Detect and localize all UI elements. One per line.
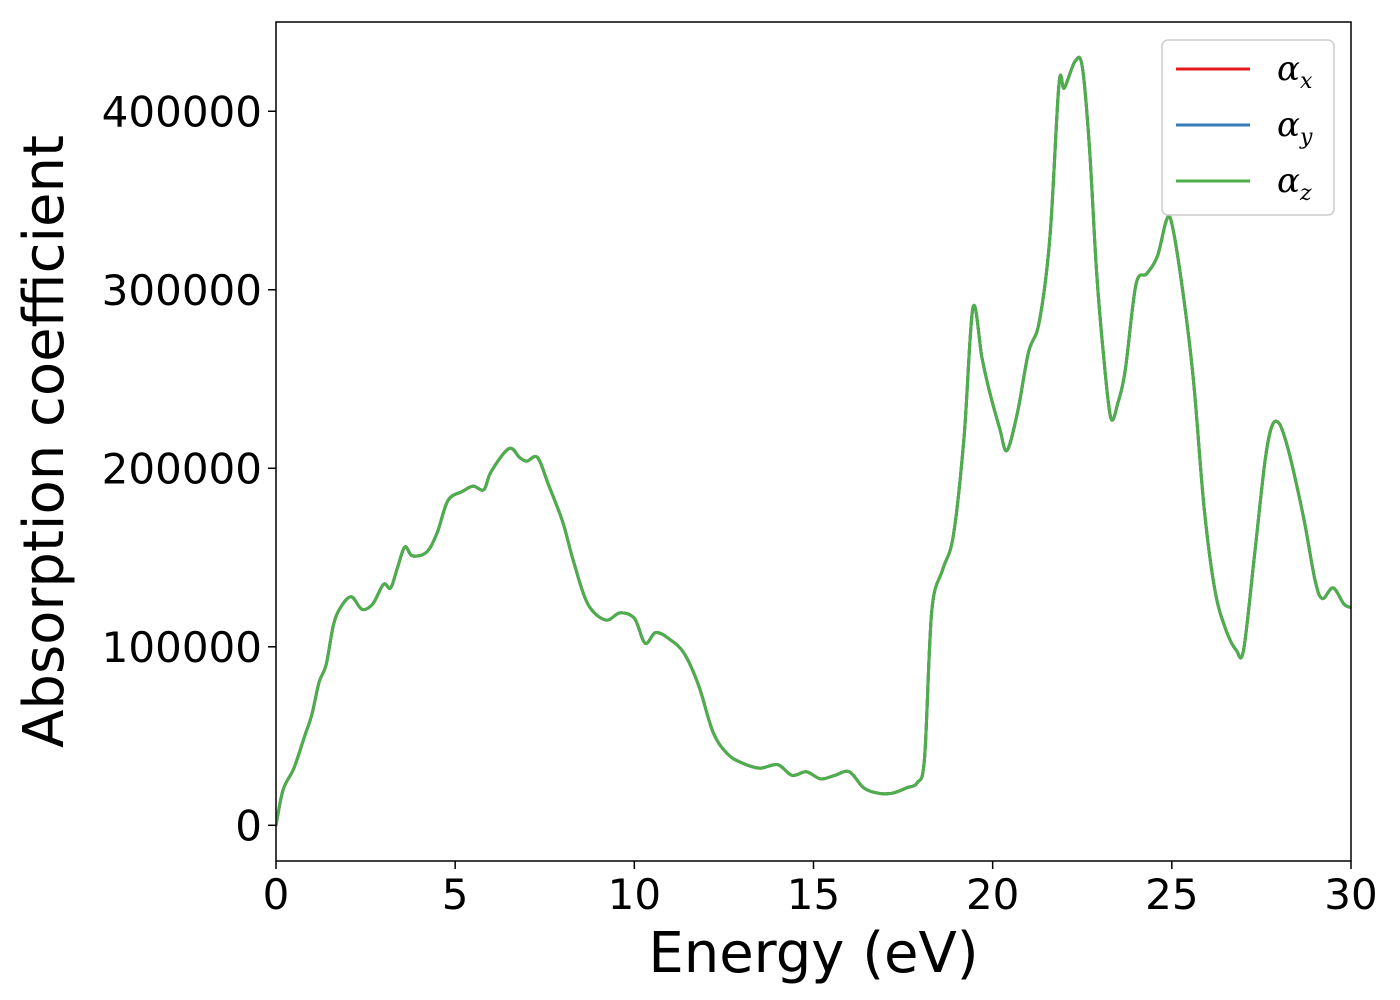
x-tick-label: 20 [966, 870, 1019, 919]
y-axis-label: Absorption coefficient [12, 135, 77, 748]
x-tick-label: 25 [1145, 870, 1198, 919]
x-axis-label: Energy (eV) [648, 921, 978, 986]
x-tick-label: 0 [263, 870, 290, 919]
x-tick-label: 10 [608, 870, 661, 919]
y-tick-label: 300000 [102, 266, 262, 315]
series-line-alpha-z [276, 55, 1351, 827]
legend-label-alpha-x: αx [1277, 49, 1313, 94]
y-tick-label: 400000 [102, 87, 262, 136]
y-tick-label: 0 [235, 801, 262, 850]
y-tick-label: 100000 [102, 623, 262, 672]
y-axis-ticks: 0 100000 200000 300000 400000 [102, 87, 276, 850]
x-tick-label: 30 [1324, 870, 1377, 919]
y-tick-label: 200000 [102, 444, 262, 493]
x-tick-label: 5 [442, 870, 469, 919]
x-tick-label: 15 [787, 870, 840, 919]
legend-box [1161, 39, 1335, 216]
plot-area [276, 55, 1351, 827]
x-axis-ticks: 0 5 10 15 20 25 30 [263, 861, 1378, 919]
plot-frame [275, 21, 1352, 862]
